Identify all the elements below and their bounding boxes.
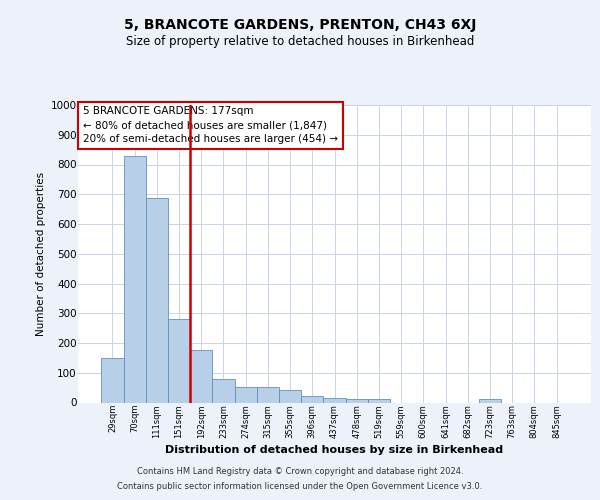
Text: 5 BRANCOTE GARDENS: 177sqm
← 80% of detached houses are smaller (1,847)
20% of s: 5 BRANCOTE GARDENS: 177sqm ← 80% of deta… bbox=[83, 106, 338, 144]
Bar bbox=[346, 399, 368, 402]
Bar bbox=[301, 396, 323, 402]
Text: Contains public sector information licensed under the Open Government Licence v3: Contains public sector information licen… bbox=[118, 482, 482, 491]
X-axis label: Distribution of detached houses by size in Birkenhead: Distribution of detached houses by size … bbox=[166, 445, 503, 455]
Bar bbox=[146, 198, 168, 402]
Text: Contains HM Land Registry data © Crown copyright and database right 2024.: Contains HM Land Registry data © Crown c… bbox=[137, 467, 463, 476]
Text: Size of property relative to detached houses in Birkenhead: Size of property relative to detached ho… bbox=[126, 35, 474, 48]
Bar bbox=[279, 390, 301, 402]
Bar bbox=[101, 358, 124, 403]
Bar bbox=[168, 319, 190, 402]
Bar bbox=[257, 387, 279, 402]
Bar bbox=[368, 399, 390, 402]
Text: 5, BRANCOTE GARDENS, PRENTON, CH43 6XJ: 5, BRANCOTE GARDENS, PRENTON, CH43 6XJ bbox=[124, 18, 476, 32]
Bar bbox=[190, 350, 212, 403]
Bar bbox=[212, 380, 235, 402]
Bar bbox=[235, 387, 257, 402]
Y-axis label: Number of detached properties: Number of detached properties bbox=[37, 172, 46, 336]
Bar bbox=[124, 156, 146, 402]
Bar bbox=[323, 398, 346, 402]
Bar bbox=[479, 399, 501, 402]
